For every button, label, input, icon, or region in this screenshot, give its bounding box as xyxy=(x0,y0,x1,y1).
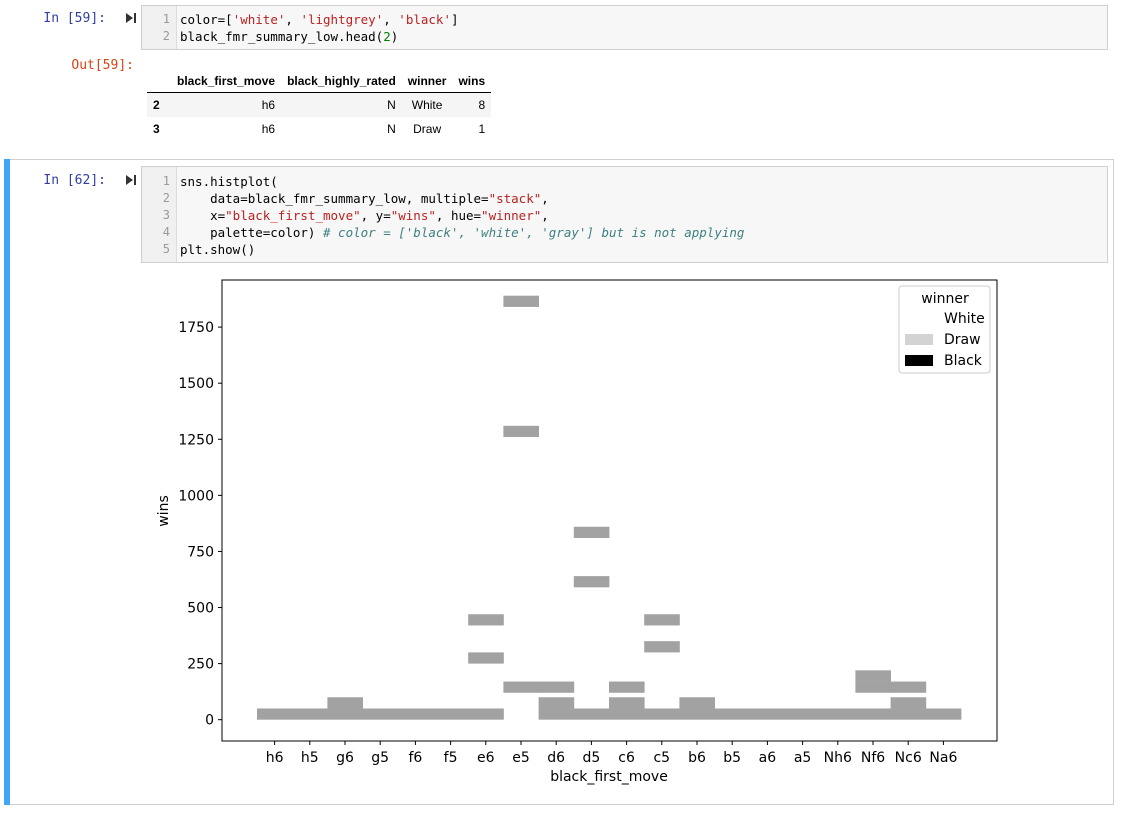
line-number: 4 xyxy=(162,225,170,239)
row-index: 2 xyxy=(147,92,171,117)
table-row: 3 h6 N Draw 1 xyxy=(147,117,491,141)
line-gutter: 1 2 3 4 5 xyxy=(142,167,177,262)
column-header: wins xyxy=(452,70,492,93)
line-number: 5 xyxy=(162,242,170,256)
line-number: 2 xyxy=(162,191,170,205)
row-index: 3 xyxy=(153,122,160,136)
table-cell: Draw xyxy=(413,122,442,136)
column-header: winner xyxy=(401,70,453,93)
line-number: 1 xyxy=(162,174,170,188)
code-line: x="black_first_move", y="wins", hue="win… xyxy=(180,208,549,223)
output-1-prompt: Out[59]: xyxy=(71,58,134,73)
run-cell-2-icon[interactable] xyxy=(125,174,137,186)
selected-cell-indicator xyxy=(4,159,10,805)
code-line: data=black_fmr_summary_low, multiple="st… xyxy=(180,191,549,206)
line-gutter: 1 2 xyxy=(142,6,177,49)
dataframe-output: black_first_move black_highly_rated winn… xyxy=(147,70,492,141)
code-line: sns.histplot( xyxy=(180,174,278,189)
cell-1-prompt: In [59]: xyxy=(43,11,106,26)
column-header: black_highly_rated xyxy=(281,70,402,93)
table-cell: 8 xyxy=(452,92,492,117)
table-cell: h6 xyxy=(261,122,276,136)
column-header xyxy=(147,70,171,93)
table-cell: N xyxy=(281,92,402,117)
cell-2-prompt: In [62]: xyxy=(43,173,106,188)
table-cell: h6 xyxy=(171,92,282,117)
table-header-row: black_first_move black_highly_rated winn… xyxy=(147,70,492,93)
column-header: black_first_move xyxy=(171,70,282,93)
code-line: black_fmr_summary_low.head(2) xyxy=(180,29,399,44)
table-cell: White xyxy=(401,92,453,117)
code-line: palette=color) # color = ['black', 'whit… xyxy=(180,225,745,240)
table-cell: N xyxy=(387,122,396,136)
line-number: 3 xyxy=(162,208,170,222)
table-row: 2 h6 N White 8 xyxy=(147,92,492,117)
cell-1-editor[interactable]: 1 2 color=['white', 'lightgrey', 'black'… xyxy=(141,5,1108,50)
code-line: plt.show() xyxy=(180,242,256,257)
line-number: 2 xyxy=(162,29,170,43)
run-cell-1-icon[interactable] xyxy=(125,12,137,24)
cell-2-editor[interactable]: 1 2 3 4 5 sns.histplot( data=black_fmr_s… xyxy=(141,166,1108,263)
code-line: color=['white', 'lightgrey', 'black'] xyxy=(180,12,459,27)
line-number: 1 xyxy=(162,12,170,26)
table-cell: 1 xyxy=(478,122,486,136)
